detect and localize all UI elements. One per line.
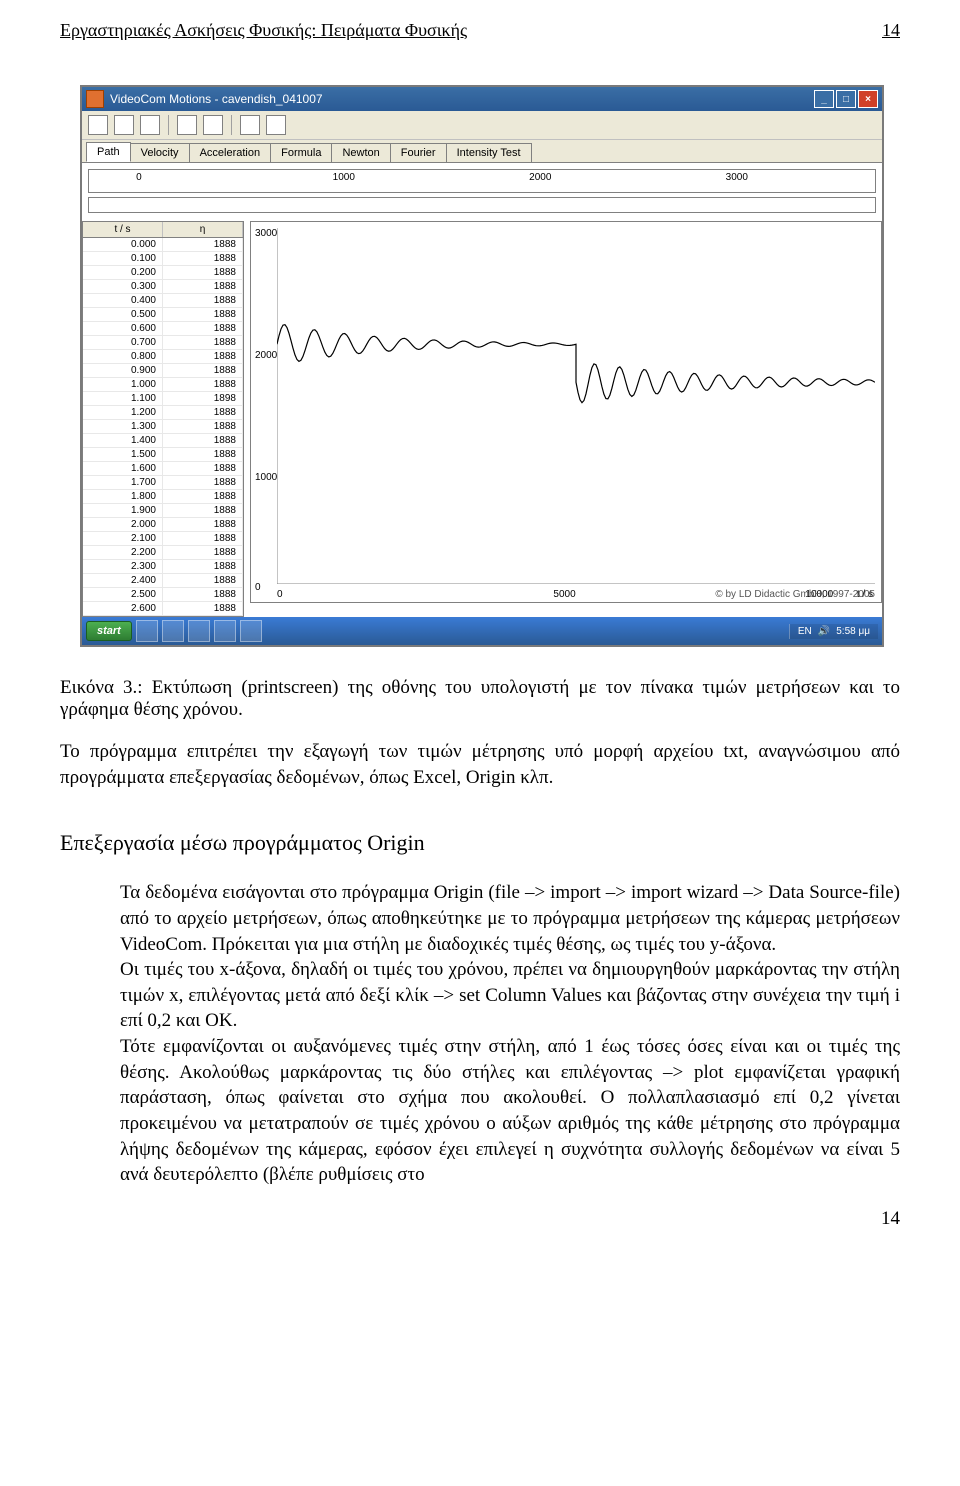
save-icon[interactable] [140,115,160,135]
paragraph-export: Το πρόγραμμα επιτρέπει την εξαγωγή των τ… [60,739,900,790]
tab-intensity-test[interactable]: Intensity Test [446,143,532,162]
table-row: 2.3001888 [83,560,243,574]
print-icon[interactable] [177,115,197,135]
ytick-2000: 2000 [255,350,277,361]
stop-icon[interactable] [266,115,286,135]
ytick-3000: 3000 [255,228,277,239]
table-row: 2.0001888 [83,518,243,532]
tab-acceleration[interactable]: Acceleration [189,143,272,162]
footer-page-number: 14 [60,1208,900,1230]
start-button[interactable]: start [86,621,132,641]
paragraph-origin-import: Τα δεδομένα εισάγονται στο πρόγραμμα Ori… [120,880,900,957]
paragraph-origin-xaxis: Οι τιμές του x-άξονα, δηλαδή οι τιμές το… [120,957,900,1034]
running-head-left: Εργαστηριακές Ασκήσεις Φυσικής: Πειράματ… [60,20,467,41]
xtick-5000: 5000 [553,589,575,600]
table-row: 2.6001888 [83,602,243,616]
maximize-button[interactable]: □ [836,90,856,108]
table-row: 1.4001888 [83,434,243,448]
tray-icon: 🔊 [818,626,830,637]
copyright-label: © by LD Didactic GmbH, 1997-2005 [715,589,875,600]
tray-lang: EN [798,626,812,637]
table-row: 1.3001888 [83,420,243,434]
paragraph-origin-plot: Τότε εμφανίζονται οι αυξανόμενες τιμές σ… [120,1034,900,1188]
tab-strip: PathVelocityAccelerationFormulaNewtonFou… [82,140,882,163]
new-icon[interactable] [88,115,108,135]
system-tray: EN 🔊 5:58 μμ [789,624,878,639]
taskbar: start EN 🔊 5:58 μμ [82,617,882,645]
running-head-page-number: 14 [882,20,900,41]
table-row: 0.3001888 [83,280,243,294]
table-row: 0.2001888 [83,266,243,280]
minimize-button[interactable]: _ [814,90,834,108]
ruler-tick: 2000 [529,172,551,183]
ruler-tick: 0 [136,172,142,183]
figure-caption: Εικόνα 3.: Εκτύπωση (printscreen) της οθ… [60,677,900,721]
tab-formula[interactable]: Formula [270,143,332,162]
table-row: 1.0001888 [83,378,243,392]
taskbar-item-1[interactable] [136,620,158,642]
videocom-screenshot: VideoCom Motions - cavendish_041007 _ □ … [80,85,884,647]
tab-fourier[interactable]: Fourier [390,143,447,162]
taskbar-item-4[interactable] [214,620,236,642]
tab-velocity[interactable]: Velocity [130,143,190,162]
table-row: 0.6001888 [83,322,243,336]
table-row: 1.8001888 [83,490,243,504]
table-row: 0.7001888 [83,336,243,350]
table-row: 0.0001888 [83,238,243,252]
table-row: 2.4001888 [83,574,243,588]
col-header-eta: η [163,222,243,237]
ruler-tick: 3000 [726,172,748,183]
table-row: 2.2001888 [83,546,243,560]
table-row: 0.5001888 [83,308,243,322]
section-heading-origin: Επεξεργασία μέσω προγράμματος Origin [60,830,900,856]
tab-newton[interactable]: Newton [331,143,390,162]
open-icon[interactable] [114,115,134,135]
app-icon [86,90,104,108]
table-row: 0.1001888 [83,252,243,266]
ruler-top: 0 1000 2000 3000 [88,169,876,193]
table-row: 0.8001888 [83,350,243,364]
table-row: 1.6001888 [83,462,243,476]
table-row: 1.5001888 [83,448,243,462]
col-header-t: t / s [83,222,163,237]
table-row: 1.2001888 [83,406,243,420]
table-row: 1.9001888 [83,504,243,518]
copy-icon[interactable] [203,115,223,135]
tray-time: 5:58 μμ [836,626,870,637]
taskbar-item-3[interactable] [188,620,210,642]
chart-pane: 3000 2000 1000 0 0 5000 10000 t / s © by… [250,221,882,603]
ruler-bottom [88,197,876,213]
table-row: 1.7001888 [83,476,243,490]
ytick-1000: 1000 [255,472,277,483]
table-row: 2.1001888 [83,532,243,546]
taskbar-item-2[interactable] [162,620,184,642]
table-row: 1.1001898 [83,392,243,406]
close-button[interactable]: × [858,90,878,108]
table-row: 0.4001888 [83,294,243,308]
taskbar-item-5[interactable] [240,620,262,642]
window-title: VideoCom Motions - cavendish_041007 [110,92,323,106]
ruler-tick: 1000 [333,172,355,183]
table-row: 2.5001888 [83,588,243,602]
xtick-0: 0 [277,589,283,600]
toolbar [82,111,882,140]
window-titlebar: VideoCom Motions - cavendish_041007 _ □ … [82,87,882,111]
table-row: 0.9001888 [83,364,243,378]
tab-path[interactable]: Path [86,142,131,162]
data-table: t / s η 0.00018880.10018880.20018880.300… [82,221,244,617]
run-icon[interactable] [240,115,260,135]
ytick-0: 0 [255,582,261,593]
